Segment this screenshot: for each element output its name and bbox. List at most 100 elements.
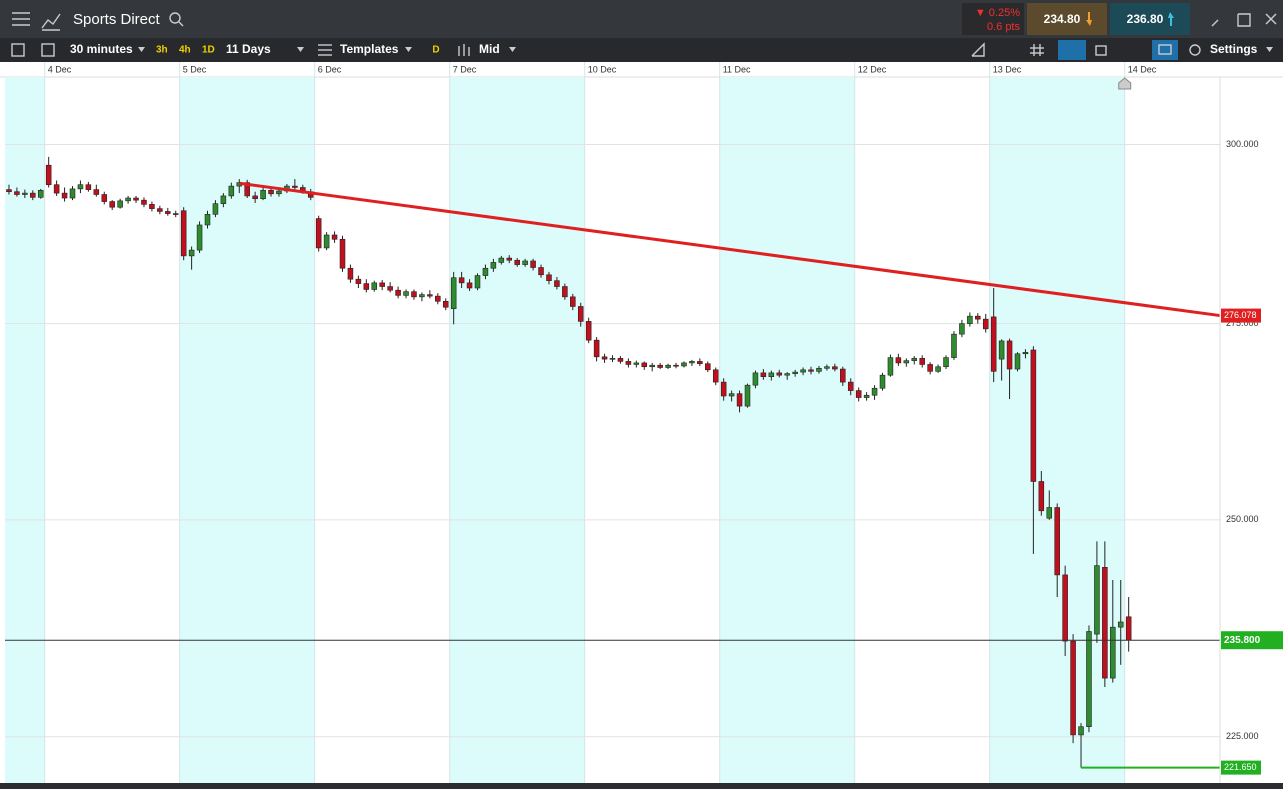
candle-body bbox=[1030, 349, 1037, 482]
trendline bbox=[239, 181, 1221, 318]
candle-body bbox=[6, 189, 12, 193]
buy-arrow bbox=[1168, 12, 1174, 26]
candle-body bbox=[577, 306, 584, 322]
candle-body bbox=[196, 224, 203, 251]
candle-body bbox=[514, 259, 520, 265]
sell-price[interactable]: 234.80 bbox=[1044, 12, 1081, 26]
candle-body bbox=[832, 366, 838, 370]
plot-area: 4 Dec 5 Dec 6 Dec 7 Dec 10 Dec 11 Dec 12 Dec 13… bbox=[5, 62, 1283, 783]
layout-button[interactable] bbox=[11, 43, 25, 57]
change-points: 0.6 pts bbox=[987, 21, 1021, 33]
candle-body bbox=[149, 204, 155, 209]
quick-interval[interactable]: 3h bbox=[156, 45, 168, 56]
candle-body bbox=[1054, 507, 1060, 576]
y-tick-label: 250.000 bbox=[1226, 514, 1259, 524]
candle-body bbox=[411, 291, 417, 298]
compare-button[interactable] bbox=[41, 43, 55, 57]
candle-body bbox=[935, 366, 941, 372]
candle-body bbox=[554, 280, 560, 287]
quick-interval[interactable]: 4h bbox=[179, 45, 191, 56]
candle-body bbox=[1062, 574, 1068, 642]
candle-body bbox=[268, 189, 274, 195]
candle-body bbox=[188, 249, 195, 257]
templates-button[interactable]: Templates bbox=[340, 42, 399, 56]
candle-body bbox=[292, 185, 298, 188]
candle-body bbox=[220, 195, 227, 204]
quick-interval[interactable]: 1D bbox=[202, 45, 215, 56]
candle-body bbox=[403, 291, 409, 296]
instrument-title: Sports Direct bbox=[73, 11, 161, 28]
candle-body bbox=[601, 356, 608, 360]
y-tick-label: 225.000 bbox=[1226, 731, 1259, 741]
candle-body bbox=[323, 234, 330, 249]
candle-body bbox=[458, 277, 465, 284]
candle-body bbox=[180, 210, 187, 257]
candle-body bbox=[244, 182, 250, 197]
candle-body bbox=[840, 368, 846, 383]
candle-body bbox=[1006, 340, 1013, 370]
candle-body bbox=[697, 361, 703, 364]
sell-button[interactable] bbox=[1027, 3, 1107, 35]
candle-body bbox=[466, 282, 473, 289]
session-marker bbox=[1118, 77, 1132, 90]
day-shading bbox=[5, 77, 45, 783]
candle-body bbox=[562, 286, 568, 298]
bottom-bar bbox=[0, 783, 1283, 789]
candle-body bbox=[927, 364, 933, 372]
candle-body bbox=[911, 358, 918, 361]
candle-body bbox=[792, 371, 798, 374]
candle-body bbox=[617, 358, 624, 362]
candle-body bbox=[808, 369, 814, 372]
candle-body bbox=[903, 360, 910, 364]
window-buttons[interactable] bbox=[1211, 13, 1277, 27]
candle-body bbox=[1094, 565, 1100, 635]
candle-body bbox=[847, 381, 854, 391]
candle-body bbox=[85, 184, 92, 190]
candle-body bbox=[93, 189, 100, 195]
search-button[interactable] bbox=[169, 12, 184, 27]
candle-body bbox=[720, 381, 727, 397]
candle-body bbox=[951, 333, 957, 358]
buy-button[interactable] bbox=[1110, 3, 1190, 35]
price-mode-select[interactable]: Mid bbox=[479, 42, 500, 56]
candle-body bbox=[895, 357, 902, 364]
candle-body bbox=[69, 188, 76, 199]
d-button[interactable]: D bbox=[432, 45, 439, 56]
candle-body bbox=[982, 318, 989, 330]
candle-body bbox=[22, 192, 28, 195]
chart-type-button[interactable] bbox=[41, 13, 61, 31]
candle-body bbox=[419, 294, 425, 298]
candle-body bbox=[450, 277, 457, 310]
candle-body bbox=[395, 289, 401, 296]
date-axis bbox=[0, 62, 1283, 77]
candle-body bbox=[1086, 631, 1092, 727]
candle-body bbox=[736, 393, 743, 407]
interval-select[interactable]: 30 minutes bbox=[70, 42, 133, 56]
settings-button[interactable]: Settings bbox=[1210, 42, 1258, 56]
candle-body bbox=[228, 185, 235, 197]
candle-body bbox=[871, 387, 878, 396]
candle-body bbox=[53, 184, 60, 194]
candle-body bbox=[435, 295, 441, 302]
candle-body bbox=[276, 190, 282, 195]
candle-body bbox=[1117, 621, 1124, 628]
candle-body bbox=[593, 339, 600, 358]
x-tick-label: 4 Dec bbox=[48, 64, 72, 74]
menu-button[interactable] bbox=[12, 12, 30, 26]
range-select[interactable]: 11 Days bbox=[226, 42, 271, 56]
candle-body bbox=[657, 364, 663, 368]
candle-body bbox=[157, 208, 163, 212]
candle-body bbox=[474, 275, 481, 289]
x-tick-label: 14 Dec bbox=[1128, 64, 1157, 74]
candle-body bbox=[681, 362, 687, 367]
day-shading bbox=[449, 77, 585, 783]
x-tick-label: 12 Dec bbox=[858, 64, 887, 74]
candle-body bbox=[347, 267, 354, 280]
candle-body bbox=[1038, 481, 1045, 512]
candle-body bbox=[967, 315, 973, 324]
drawing-tools[interactable] bbox=[971, 40, 1201, 60]
buy-price[interactable]: 236.80 bbox=[1127, 12, 1164, 26]
support-label-box bbox=[1221, 760, 1261, 775]
x-tick-label: 11 Dec bbox=[723, 64, 751, 74]
x-tick-label: 10 Dec bbox=[588, 64, 617, 74]
